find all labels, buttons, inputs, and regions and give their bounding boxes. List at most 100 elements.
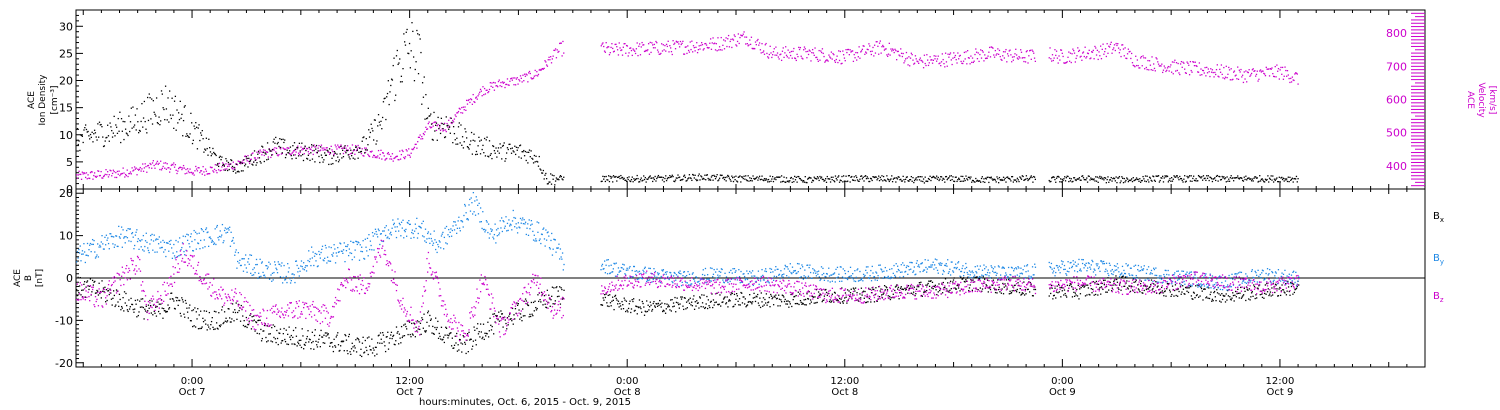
data-point xyxy=(1231,177,1233,180)
data-point xyxy=(212,147,214,150)
data-point xyxy=(289,338,292,341)
data-point xyxy=(646,300,648,302)
data-point xyxy=(561,178,563,180)
data-point xyxy=(462,106,465,108)
data-point xyxy=(1067,289,1069,292)
data-point xyxy=(631,54,633,57)
data-point xyxy=(1096,176,1099,178)
data-point xyxy=(94,280,96,283)
data-point xyxy=(740,34,742,36)
data-point xyxy=(1223,176,1225,178)
data-point xyxy=(634,179,636,181)
data-point xyxy=(951,63,953,66)
density-tick-label: 10 xyxy=(59,129,73,142)
data-point xyxy=(439,124,441,127)
data-point xyxy=(514,153,517,156)
data-point xyxy=(1281,178,1284,181)
data-point xyxy=(457,344,459,346)
data-point xyxy=(1196,180,1198,182)
data-point xyxy=(497,80,500,83)
data-point xyxy=(938,62,940,65)
data-point xyxy=(518,309,520,311)
data-point xyxy=(1027,179,1029,182)
data-point xyxy=(1288,290,1290,293)
data-point xyxy=(784,181,786,183)
data-point xyxy=(441,122,443,125)
data-point xyxy=(161,167,163,170)
data-point xyxy=(835,58,837,61)
data-point xyxy=(859,293,861,295)
data-point xyxy=(937,176,939,179)
data-point xyxy=(411,22,413,24)
data-point xyxy=(1231,297,1233,299)
data-point xyxy=(1076,295,1079,297)
data-point xyxy=(643,314,646,316)
data-point xyxy=(313,348,315,350)
data-point xyxy=(385,118,387,121)
data-point xyxy=(412,148,415,150)
data-point xyxy=(545,306,547,308)
data-point xyxy=(636,42,638,44)
data-point xyxy=(404,44,407,46)
data-point xyxy=(847,299,849,301)
data-point xyxy=(170,292,172,294)
data-point xyxy=(231,168,234,170)
data-point xyxy=(1093,294,1095,296)
data-point xyxy=(467,99,469,102)
data-point xyxy=(313,149,315,152)
data-point xyxy=(611,296,614,298)
data-point xyxy=(336,334,338,336)
data-point xyxy=(764,44,766,46)
data-point xyxy=(738,176,740,178)
data-point xyxy=(187,317,189,319)
data-point xyxy=(950,175,952,177)
data-point xyxy=(775,46,777,48)
data-point xyxy=(381,128,383,130)
data-point xyxy=(773,295,776,297)
data-point xyxy=(829,178,831,180)
data-point xyxy=(1095,176,1097,178)
data-point xyxy=(507,84,509,86)
data-point xyxy=(138,169,140,171)
data-point xyxy=(1072,288,1074,291)
data-point xyxy=(1111,52,1113,54)
data-point xyxy=(398,62,400,64)
data-point xyxy=(271,148,274,151)
data-point xyxy=(1079,56,1081,58)
data-point xyxy=(785,177,788,179)
data-point xyxy=(842,50,844,52)
data-point xyxy=(1245,175,1247,177)
data-point xyxy=(345,152,347,154)
data-point xyxy=(86,254,88,256)
data-point xyxy=(980,177,983,180)
data-point xyxy=(1062,55,1064,58)
data-point xyxy=(194,170,196,172)
data-point xyxy=(1210,178,1213,180)
data-point xyxy=(754,296,756,299)
data-point xyxy=(1293,291,1296,294)
data-point xyxy=(124,128,127,130)
data-point xyxy=(78,248,80,251)
data-point xyxy=(201,326,203,328)
data-point xyxy=(521,151,523,153)
data-point xyxy=(1018,291,1021,294)
data-point xyxy=(888,42,890,44)
data-point xyxy=(453,132,456,135)
data-point xyxy=(558,179,560,181)
data-point xyxy=(994,289,996,291)
data-point xyxy=(205,137,208,139)
data-point xyxy=(1058,176,1060,178)
data-point xyxy=(456,350,459,352)
data-point xyxy=(658,304,660,306)
data-point xyxy=(1020,51,1023,53)
data-point xyxy=(189,320,192,322)
data-point xyxy=(971,181,973,183)
data-point xyxy=(715,176,717,178)
data-point xyxy=(543,178,545,180)
data-point xyxy=(723,39,725,41)
data-point xyxy=(1092,179,1094,181)
data-point xyxy=(891,175,893,177)
data-point xyxy=(1088,175,1090,178)
data-point xyxy=(186,133,188,135)
data-point xyxy=(85,128,88,131)
